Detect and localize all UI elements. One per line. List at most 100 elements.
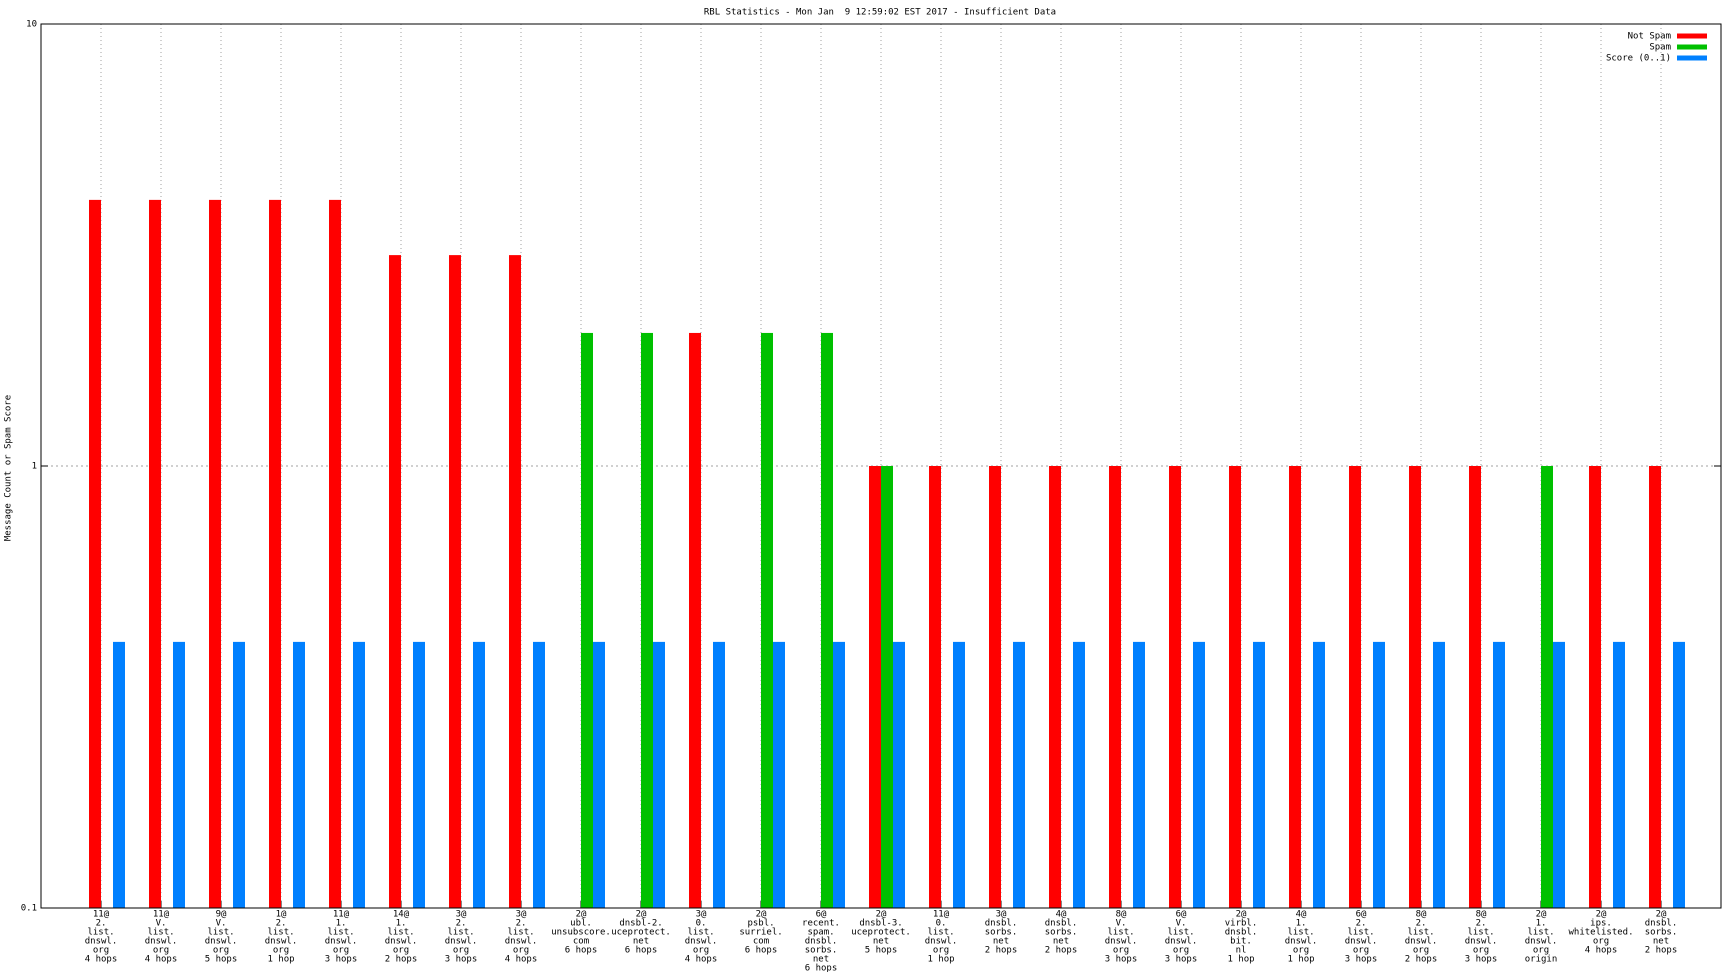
bar bbox=[989, 466, 1001, 908]
x-tick-label: list. bbox=[327, 928, 354, 938]
x-tick-label: V. bbox=[1116, 919, 1127, 929]
bar bbox=[1169, 466, 1181, 908]
bar bbox=[1229, 466, 1241, 908]
x-tick-label: 1. bbox=[1296, 919, 1307, 929]
bar bbox=[1541, 466, 1553, 908]
x-tick-label: list. bbox=[1347, 928, 1374, 938]
bar bbox=[1133, 641, 1145, 908]
x-tick-label: uceprotect. bbox=[851, 928, 911, 938]
x-tick-label: com bbox=[573, 937, 589, 947]
x-tick-label: 2. bbox=[1476, 919, 1487, 929]
x-tick-label: org bbox=[513, 946, 529, 956]
bar bbox=[1493, 641, 1505, 908]
x-tick-label: dnsbl. bbox=[1225, 928, 1258, 938]
x-tick-label: 5 hops bbox=[205, 955, 238, 965]
bar bbox=[1049, 466, 1061, 908]
x-tick-label: ips. bbox=[1590, 919, 1612, 929]
bar bbox=[1289, 466, 1301, 908]
bar bbox=[833, 641, 845, 908]
bar bbox=[173, 641, 185, 908]
x-tick-label: ubl. bbox=[570, 919, 592, 929]
x-tick-label: list. bbox=[387, 928, 414, 938]
bar bbox=[881, 466, 893, 908]
x-tick-label: net bbox=[1053, 937, 1069, 947]
bar bbox=[149, 199, 161, 909]
x-tick-label: 6@ bbox=[1356, 910, 1367, 920]
bar bbox=[269, 199, 281, 909]
x-tick-label: 9@ bbox=[216, 910, 227, 920]
legend-swatch bbox=[1677, 44, 1707, 50]
x-tick-label: V. bbox=[156, 919, 167, 929]
x-tick-label: 3@ bbox=[456, 910, 467, 920]
x-tick-label: 2 hops bbox=[1405, 955, 1438, 965]
x-tick-label: 2. bbox=[1356, 919, 1367, 929]
bar bbox=[761, 332, 773, 909]
x-tick-label: sorbs. bbox=[1045, 928, 1078, 938]
x-tick-label: 2 hops bbox=[385, 955, 418, 965]
x-tick-label: org bbox=[213, 946, 229, 956]
x-tick-label: net bbox=[873, 937, 889, 947]
bar bbox=[509, 255, 521, 908]
bar bbox=[1349, 466, 1361, 908]
x-tick-label: 2. bbox=[96, 919, 107, 929]
x-tick-label: 6 hops bbox=[565, 946, 598, 956]
bar bbox=[1589, 466, 1601, 908]
x-tick-label: 4 hops bbox=[685, 955, 718, 965]
x-tick-label: 1 hop bbox=[1227, 955, 1254, 965]
bar bbox=[689, 332, 701, 909]
x-tick-label: 4@ bbox=[1296, 910, 1307, 920]
x-tick-label: dnsbl. bbox=[1645, 919, 1678, 929]
x-tick-label: origin bbox=[1525, 955, 1558, 965]
x-tick-label: 1 hop bbox=[1287, 955, 1314, 965]
x-tick-label: list. bbox=[1107, 928, 1134, 938]
bar bbox=[449, 255, 461, 908]
x-tick-label: list. bbox=[1287, 928, 1314, 938]
x-tick-label: V. bbox=[1176, 919, 1187, 929]
x-tick-label: unsubscore. bbox=[551, 928, 611, 938]
bar bbox=[869, 466, 881, 908]
x-tick-label: 6@ bbox=[816, 910, 827, 920]
x-tick-label: org bbox=[93, 946, 109, 956]
bar bbox=[89, 199, 101, 909]
x-tick-label: 3@ bbox=[516, 910, 527, 920]
bar bbox=[1553, 641, 1565, 908]
x-tick-label: 2 hops bbox=[1045, 946, 1078, 956]
bar bbox=[821, 332, 833, 909]
bar bbox=[353, 641, 365, 908]
x-tick-label: dnswl. bbox=[445, 937, 478, 947]
x-tick-label: 2@ bbox=[1596, 910, 1607, 920]
x-tick-label: list. bbox=[87, 928, 114, 938]
bar bbox=[1253, 641, 1265, 908]
x-tick-label: org bbox=[333, 946, 349, 956]
x-tick-label: dnsbl. bbox=[805, 937, 838, 947]
x-tick-label: sorbs. bbox=[805, 946, 838, 956]
y-tick-label: 10 bbox=[26, 20, 37, 30]
bar bbox=[929, 466, 941, 908]
x-tick-label: 6 hops bbox=[625, 946, 658, 956]
bar bbox=[1313, 641, 1325, 908]
x-tick-label: 11@ bbox=[333, 910, 350, 920]
x-tick-label: 2. bbox=[516, 919, 527, 929]
x-tick-label: 3 hops bbox=[325, 955, 358, 965]
x-tick-label: dnswl. bbox=[1525, 937, 1558, 947]
x-tick-label: list. bbox=[447, 928, 474, 938]
bar bbox=[1649, 466, 1661, 908]
bar bbox=[533, 641, 545, 908]
legend-label: Not Spam bbox=[1628, 32, 1671, 42]
x-tick-label: org bbox=[1353, 946, 1369, 956]
x-tick-label: 0. bbox=[696, 919, 707, 929]
x-tick-label: 3@ bbox=[696, 910, 707, 920]
x-tick-label: 8@ bbox=[1416, 910, 1427, 920]
bar bbox=[1013, 641, 1025, 908]
x-tick-label: dnswl. bbox=[205, 937, 238, 947]
x-tick-label: 3 hops bbox=[1105, 955, 1138, 965]
x-tick-label: uceprotect. bbox=[611, 928, 671, 938]
x-tick-label: recent. bbox=[802, 919, 840, 929]
bar bbox=[1613, 641, 1625, 908]
x-tick-label: 6@ bbox=[1176, 910, 1187, 920]
x-tick-label: 1. bbox=[396, 919, 407, 929]
bar bbox=[1109, 466, 1121, 908]
x-tick-label: list. bbox=[1407, 928, 1434, 938]
x-tick-label: 4 hops bbox=[505, 955, 538, 965]
